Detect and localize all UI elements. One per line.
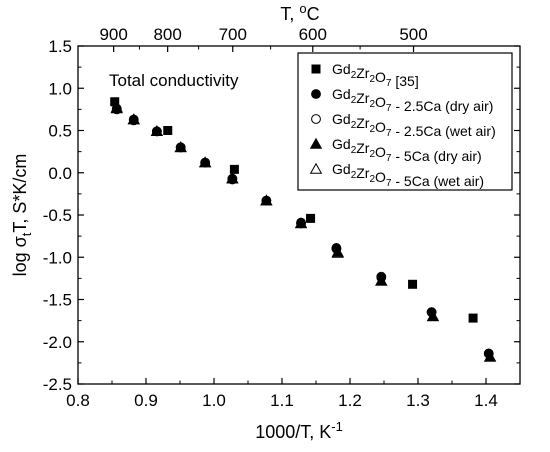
legend-label: Gd2Zr2O7 [35] <box>332 61 419 89</box>
data-point <box>127 113 140 125</box>
x-tick-label: 1.2 <box>338 391 362 410</box>
x-tick-label: 1.1 <box>270 391 294 410</box>
legend-marker <box>311 64 321 74</box>
data-point <box>174 141 187 153</box>
data-point <box>331 246 344 258</box>
legend-label: Gd2Zr2O7 - 5Ca (wet air) <box>332 161 484 189</box>
legend-label: Gd2Zr2O7 - 5Ca (dry air) <box>332 136 482 164</box>
annotation-total-conductivity: Total conductivity <box>109 71 239 90</box>
top-tick-label: 500 <box>399 25 427 44</box>
y-tick-label: -0.5 <box>43 206 72 225</box>
data-point <box>229 164 239 174</box>
data-point <box>468 313 478 323</box>
legend-marker <box>309 162 323 174</box>
data-point <box>226 172 239 184</box>
x-tick-label: 1.0 <box>202 391 226 410</box>
data-point <box>426 310 440 322</box>
x-tick-label: 1.4 <box>474 391 498 410</box>
x-axis-title: 1000/T, K-1 <box>255 419 343 442</box>
y-tick-label: 1.5 <box>48 37 72 56</box>
y-tick-label: 1.0 <box>48 79 72 98</box>
y-tick-label: -1.5 <box>43 291 72 310</box>
y-tick-label: -2.5 <box>43 375 72 394</box>
series-0 <box>110 97 478 323</box>
data-point <box>408 279 418 289</box>
top-tick-label: 800 <box>153 25 181 44</box>
top-axis-title: T, oC <box>280 1 319 24</box>
y-tick-label: 0.0 <box>48 164 72 183</box>
x-tick-label: 0.8 <box>66 391 90 410</box>
data-point <box>199 156 212 168</box>
series-4 <box>110 102 497 362</box>
x-tick-label: 1.3 <box>406 391 430 410</box>
data-point <box>110 102 123 114</box>
data-point <box>294 217 308 229</box>
legend-label: Gd2Zr2O7 - 2.5Ca (wet air) <box>332 111 496 139</box>
y-tick-label: -1.0 <box>43 248 72 267</box>
data-point <box>306 213 316 223</box>
y-tick-label: 0.5 <box>48 122 72 141</box>
data-point <box>375 274 388 286</box>
top-tick-label: 700 <box>219 25 247 44</box>
top-tick-label: 900 <box>99 25 127 44</box>
y-axis-title: log σtT, S*K/cm <box>10 154 34 277</box>
y-tick-label: -2.0 <box>43 333 72 352</box>
legend-marker <box>311 89 321 99</box>
data-point <box>150 125 164 137</box>
legend-marker <box>311 114 321 124</box>
legend-marker <box>309 137 323 149</box>
x-tick-label: 0.9 <box>134 391 158 410</box>
data-point <box>483 350 497 362</box>
legend-box <box>297 52 513 191</box>
legend-label: Gd2Zr2O7 - 2.5Ca (dry air) <box>332 86 493 114</box>
data-point <box>260 194 273 206</box>
top-tick-label: 600 <box>299 25 327 44</box>
data-point <box>163 126 173 135</box>
